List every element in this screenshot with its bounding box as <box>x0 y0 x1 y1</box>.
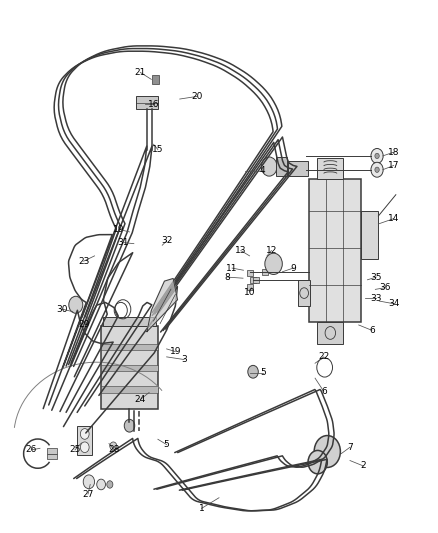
Bar <box>247 284 253 290</box>
Bar <box>247 270 253 276</box>
Bar <box>77 426 92 455</box>
Circle shape <box>69 296 83 313</box>
Text: 28: 28 <box>109 446 120 455</box>
Circle shape <box>107 481 113 488</box>
Text: 3: 3 <box>181 355 187 364</box>
Bar <box>46 454 57 459</box>
Circle shape <box>371 163 383 177</box>
Circle shape <box>81 429 89 439</box>
Bar <box>276 157 287 176</box>
Text: 5: 5 <box>260 368 265 377</box>
Text: 16: 16 <box>148 100 159 109</box>
Text: 22: 22 <box>318 352 329 361</box>
Circle shape <box>83 475 95 489</box>
Text: 23: 23 <box>78 257 89 265</box>
Text: 25: 25 <box>69 446 81 455</box>
Text: 13: 13 <box>235 246 247 255</box>
Text: 26: 26 <box>25 446 37 455</box>
Text: 2: 2 <box>360 462 366 470</box>
Circle shape <box>81 442 89 453</box>
Text: 27: 27 <box>82 489 94 498</box>
Text: 12: 12 <box>266 246 277 255</box>
Text: 6: 6 <box>321 387 327 396</box>
Bar <box>317 158 343 179</box>
Text: 36: 36 <box>379 283 391 292</box>
Circle shape <box>110 442 117 450</box>
Bar <box>46 448 57 454</box>
Text: 32: 32 <box>161 237 172 246</box>
Text: 33: 33 <box>371 294 382 303</box>
Bar <box>103 317 155 326</box>
Text: 4: 4 <box>260 166 265 175</box>
Circle shape <box>124 419 135 432</box>
Circle shape <box>265 253 283 274</box>
Circle shape <box>375 154 379 159</box>
Text: 31: 31 <box>117 238 129 247</box>
Bar <box>253 277 259 283</box>
Circle shape <box>308 450 327 474</box>
Text: 14: 14 <box>388 214 399 223</box>
Text: 19: 19 <box>113 225 124 234</box>
Text: 1: 1 <box>199 504 205 513</box>
Bar <box>101 386 158 393</box>
Text: 24: 24 <box>135 395 146 404</box>
Circle shape <box>314 435 340 467</box>
Text: 19: 19 <box>170 347 181 356</box>
Bar <box>317 322 343 344</box>
Text: 9: 9 <box>290 264 296 272</box>
Text: 18: 18 <box>388 148 399 157</box>
Bar <box>101 326 158 409</box>
Text: 6: 6 <box>369 326 374 335</box>
Bar <box>101 365 158 372</box>
Bar <box>361 211 378 259</box>
Text: 30: 30 <box>56 304 67 313</box>
Bar <box>262 269 268 275</box>
Circle shape <box>97 479 106 490</box>
Bar <box>250 277 256 283</box>
Bar <box>308 179 361 322</box>
Polygon shape <box>147 278 177 332</box>
Text: 10: 10 <box>244 287 255 296</box>
Text: 20: 20 <box>191 92 203 101</box>
Text: 17: 17 <box>388 161 399 170</box>
Text: 21: 21 <box>135 68 146 77</box>
Circle shape <box>371 149 383 164</box>
Text: 8: 8 <box>225 273 231 281</box>
Text: 15: 15 <box>152 145 164 154</box>
Text: 29: 29 <box>78 320 89 329</box>
Text: 35: 35 <box>371 273 382 281</box>
Text: 7: 7 <box>347 443 353 452</box>
Bar <box>266 259 272 265</box>
Circle shape <box>248 366 258 378</box>
Bar <box>136 96 158 109</box>
Circle shape <box>375 167 379 172</box>
Text: 11: 11 <box>226 264 238 272</box>
Bar <box>297 280 310 306</box>
Bar <box>152 75 159 84</box>
Bar <box>288 161 307 176</box>
Text: 5: 5 <box>164 440 170 449</box>
Circle shape <box>261 157 277 176</box>
Bar <box>101 344 158 350</box>
Text: 34: 34 <box>388 299 399 308</box>
